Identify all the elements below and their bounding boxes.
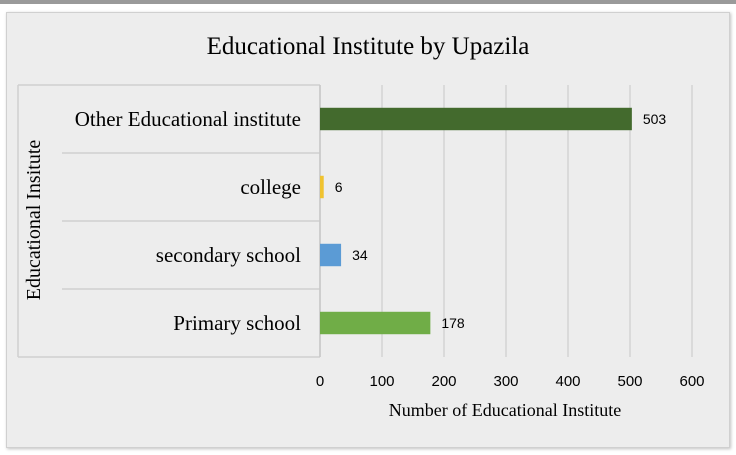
x-tick-label: 0	[316, 373, 324, 390]
bar	[320, 243, 342, 267]
x-tick-label: 600	[679, 373, 704, 390]
category-label: secondary school	[156, 243, 301, 267]
bar	[320, 175, 324, 199]
data-label: 178	[441, 315, 465, 331]
y-axis-title: Educational Insitute	[23, 140, 45, 301]
x-tick-label: 100	[369, 373, 394, 390]
grid-lines	[17, 84, 693, 358]
data-label: 503	[643, 111, 667, 127]
chart-title: Educational Institute by Upazila	[207, 33, 530, 60]
bars	[320, 107, 632, 335]
bar	[320, 107, 632, 131]
window-top-border	[0, 0, 736, 4]
x-tick-label: 500	[617, 373, 642, 390]
category-label: college	[240, 175, 301, 199]
data-label: 34	[352, 247, 368, 263]
x-tick-label: 200	[431, 373, 456, 390]
category-label: Other Educational institute	[75, 107, 301, 131]
bar	[320, 311, 431, 335]
x-tick-label: 300	[493, 373, 518, 390]
data-label: 6	[335, 179, 343, 195]
category-label: Primary school	[173, 311, 301, 335]
x-tick-label: 400	[555, 373, 580, 390]
labels: 0 100 200 300 400 500 600 Other Educational ins…	[75, 107, 705, 390]
x-axis-title: Number of Educational Institute	[389, 400, 621, 420]
